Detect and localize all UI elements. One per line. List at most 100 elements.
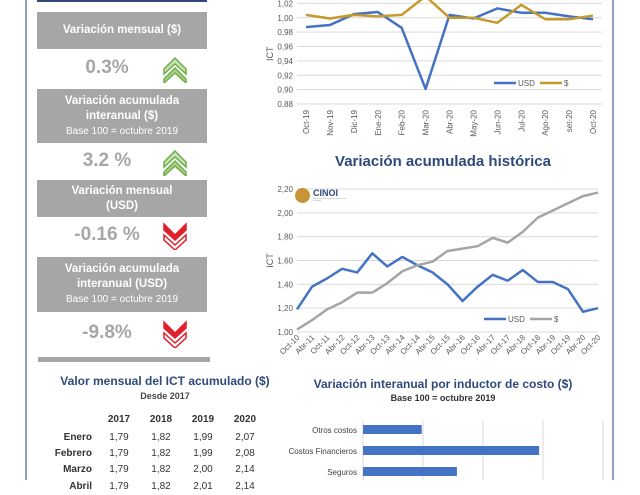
- table-row: Febrero 1,79 1,82 1,99 2,08: [34, 445, 266, 461]
- table-title: Valor mensual del ICT acumulado ($): [60, 374, 270, 388]
- y-tick-label: 0,94: [277, 57, 293, 66]
- indicator-value: -0.16 %: [74, 224, 140, 245]
- x-tick-label: Mar-20: [422, 109, 431, 135]
- table-row: Enero 1,79 1,82 1,99 2,07: [34, 429, 266, 445]
- monthly-ict-chart: 0,88 0,90 0,92 0,94 0,96 0,98 1,00 1,02 ICT Oct-1…: [240, 0, 612, 150]
- indicator-subtitle: Base 100 = octubre 2019: [65, 125, 179, 137]
- bar-category-label: Otros costos: [312, 426, 357, 435]
- chevron-shape: [163, 320, 187, 340]
- y-tick-label: 1,00: [277, 14, 293, 23]
- table-cell: 2,14: [235, 464, 255, 476]
- plot: 0,88 0,90 0,92 0,94 0,96 0,98 1,00 1,02 ICT Oct-1…: [265, 0, 602, 137]
- table-cell: 2,08: [235, 448, 255, 460]
- x-tick-label: May-20: [469, 109, 478, 136]
- x-tick-label: Jun-20: [493, 109, 502, 134]
- table-cell: 1,79: [109, 464, 129, 476]
- cinoi-logo: CINOI Centro de Investigación Organizaci…: [295, 188, 349, 203]
- series-line-usd: [295, 252, 599, 313]
- indicator-title: Variación acumulada interanual ($): [64, 94, 180, 122]
- ict-table: 2017 2018 2019 2020 Enero 1,79 1,82 1,99 2,07 Feb…: [34, 409, 266, 495]
- left-border: [25, 0, 27, 480]
- column-header: 2017: [107, 413, 131, 425]
- y-axis-label: ICT: [265, 253, 275, 268]
- x-tick-label: set-20: [565, 109, 574, 132]
- bar: [363, 446, 540, 455]
- x-tick-label: Nov-19: [326, 109, 335, 135]
- double-chevron-up-icon: [163, 149, 187, 176]
- x-tick-label: Jul-20: [517, 109, 526, 131]
- y-tick-label: 0,96: [277, 43, 293, 52]
- y-tick-label: 1,20: [277, 304, 293, 313]
- bar-chart-subtitle: Base 100 = octubre 2019: [390, 393, 496, 403]
- row-label: Febrero: [54, 448, 92, 460]
- bar-category-label: Costos Financieros: [289, 447, 357, 456]
- y-tick-label: 2,00: [277, 209, 293, 218]
- double-chevron-down-icon: [163, 222, 187, 250]
- table-header-row: 2017 2018 2019 2020: [34, 409, 266, 429]
- indicator-title: Variación mensual (USD): [71, 184, 173, 212]
- row-label: Marzo: [63, 464, 92, 476]
- indicator-value: -9.8%: [82, 322, 132, 343]
- table-cell: 2,07: [235, 431, 255, 443]
- indicator-box: Variación mensual (USD): [37, 180, 207, 217]
- column-header: 2019: [191, 413, 215, 425]
- x-tick-label: Ene-20: [374, 109, 383, 135]
- bar-category-label: Seguros: [327, 468, 357, 477]
- bar: [363, 467, 457, 476]
- double-chevron-up-icon: [163, 56, 187, 83]
- chevron-shape: [163, 222, 187, 242]
- next-box-edge: [38, 357, 210, 362]
- legend-label: $: [564, 79, 569, 88]
- logo-tagline: Centro de Investigación Organización Ind…: [313, 197, 347, 203]
- indicator-title: Variación mensual ($): [62, 24, 182, 36]
- chevron-shape: [163, 149, 187, 169]
- legend-label: USD: [518, 79, 535, 88]
- indicator-title: Variación acumulada interanual (USD): [64, 263, 180, 290]
- table-cell: 2,01: [193, 480, 213, 492]
- logo-text: CINOI: [313, 187, 339, 198]
- y-tick-label: 2,20: [277, 185, 293, 194]
- row-label: Abril: [69, 480, 92, 492]
- indicator-subtitle: Base 100 = octubre 2019: [65, 294, 179, 305]
- table-cell: 1,82: [151, 480, 171, 492]
- historical-ict-chart: 1,001,201,401,601,802,002,20ICTOct-10Abr…: [265, 185, 603, 356]
- y-tick-label: 0,92: [277, 71, 293, 80]
- x-tick-label: Dic-19: [350, 109, 359, 133]
- table-cell: 1,79: [109, 431, 129, 443]
- chevron-shape: [163, 331, 187, 348]
- table-cell: 1,82: [151, 464, 171, 476]
- x-tick-label: Abr-20: [446, 109, 455, 134]
- y-tick-label: 1,40: [277, 280, 293, 289]
- historical-chart-title: Variación acumulada histórica: [335, 153, 551, 170]
- y-tick-label: 0,88: [277, 100, 293, 109]
- chevron-shape: [163, 233, 187, 250]
- table-cell: 2,14: [235, 480, 255, 492]
- row-label: Enero: [63, 431, 92, 443]
- table-row: Marzo 1,79 1,82 2,00 2,14: [34, 462, 266, 478]
- x-tick-label: Feb-20: [398, 109, 407, 135]
- indicator-value: 3.2 %: [82, 150, 132, 171]
- indicator-box: Variación acumulada interanual ($) Base 1…: [37, 89, 207, 143]
- plot: 1,001,201,401,601,802,002,20ICTOct-10Abr…: [265, 185, 603, 356]
- indicator-box: Variación mensual ($): [37, 12, 207, 49]
- chevron-shape: [163, 66, 187, 83]
- table-cell: 1,82: [151, 431, 171, 443]
- logo-emblem-icon: [295, 188, 310, 203]
- y-tick-label: 1,02: [277, 0, 293, 8]
- chevron-shape: [163, 56, 187, 76]
- y-axis-label: ICT: [265, 46, 275, 61]
- bar: [363, 425, 422, 434]
- series-line-peso: [305, 0, 594, 25]
- double-chevron-down-icon: [163, 320, 187, 348]
- legend-label: $: [554, 315, 559, 324]
- right-border: [612, 0, 614, 480]
- y-tick-label: 1,00: [277, 328, 293, 337]
- indicator-value: 0.3%: [85, 57, 129, 78]
- cost-driver-bar-chart: Otros costos Costos Financieros Seguros: [289, 420, 604, 480]
- indicator-box: Variación acumulada interanual (USD) Base…: [37, 257, 207, 312]
- table-row: Abril 1,79 1,82 2,01 2,14: [34, 478, 266, 494]
- y-tick-label: 0,98: [277, 28, 293, 37]
- bar-chart-title: Variación interanual por inductor de cos…: [313, 377, 573, 391]
- chevron-shape: [163, 159, 187, 176]
- legend-label: USD: [508, 315, 525, 324]
